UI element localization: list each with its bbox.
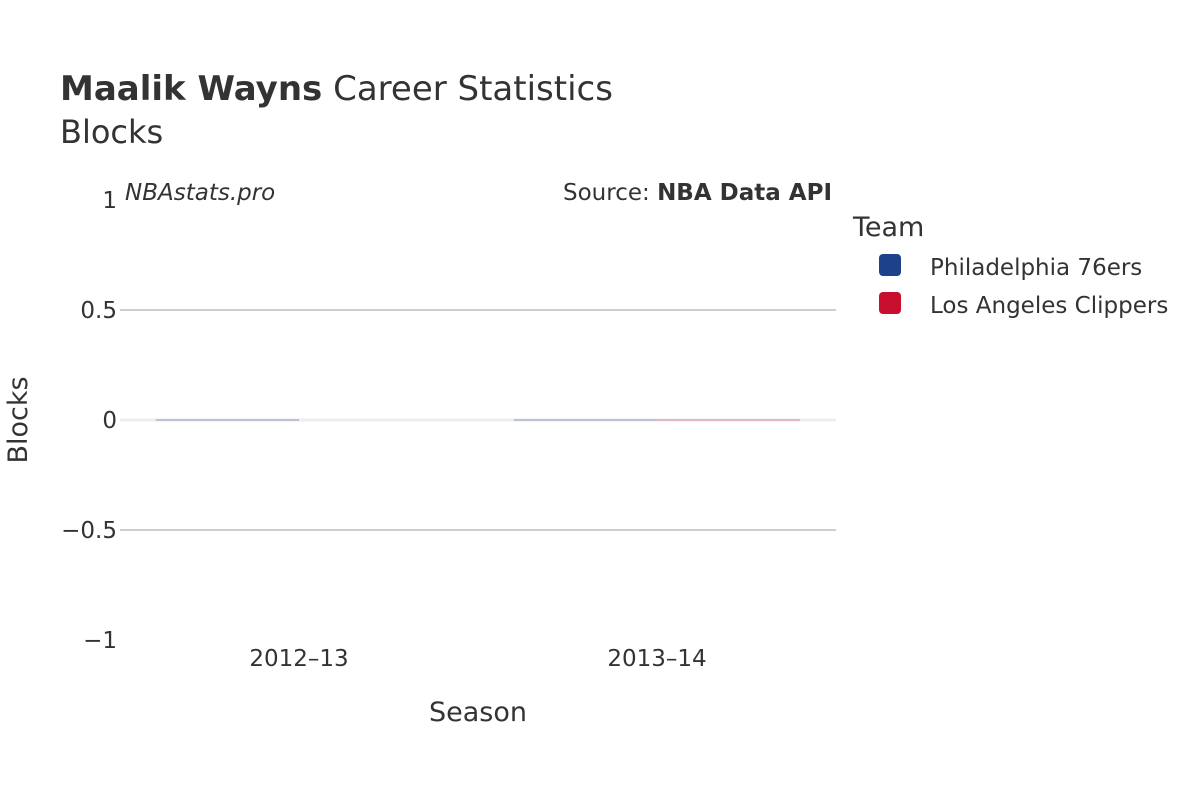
y-tick-labels: 1 0.5 0 −0.5 −1: [61, 188, 117, 654]
x-tick-labels: 2012–13 2013–14: [249, 646, 706, 672]
legend-swatch-philadelphia-76ers: [879, 254, 901, 276]
chart-subtitle: Blocks: [60, 113, 163, 151]
y-axis-title: Blocks: [3, 376, 34, 463]
y-tick-label: −0.5: [61, 518, 117, 544]
y-tick-label: −1: [83, 628, 117, 654]
legend-label-philadelphia-76ers: Philadelphia 76ers: [930, 255, 1142, 281]
source-credit: Source: NBA Data API: [563, 180, 832, 206]
x-tick-label: 2012–13: [249, 646, 348, 672]
x-axis-title: Season: [429, 697, 527, 728]
legend-item-philadelphia-76ers[interactable]: Philadelphia 76ers: [879, 254, 1142, 281]
chart-title-player: Maalik Wayns: [60, 69, 322, 109]
chart-title: Maalik Wayns Career Statistics: [60, 69, 613, 109]
watermark-text: NBAstats.pro: [125, 180, 275, 206]
bar-los-angeles-clippers[interactable]: [657, 419, 801, 421]
bars: [155, 419, 801, 421]
bar-philadelphia-76ers[interactable]: [513, 419, 657, 421]
bar-philadelphia-76ers[interactable]: [155, 419, 299, 421]
legend-title: Team: [852, 212, 924, 243]
legend-item-los-angeles-clippers[interactable]: Los Angeles Clippers: [879, 292, 1168, 319]
y-tick-label: 1: [102, 188, 117, 214]
legend-swatch-los-angeles-clippers: [879, 292, 901, 314]
x-tick-label: 2013–14: [607, 646, 706, 672]
source-prefix: Source:: [563, 180, 657, 206]
y-tick-label: 0: [102, 408, 117, 434]
chart-title-rest: Career Statistics: [322, 69, 613, 109]
y-tick-label: 0.5: [80, 298, 117, 324]
source-name: NBA Data API: [657, 180, 832, 206]
legend-label-los-angeles-clippers: Los Angeles Clippers: [930, 293, 1168, 319]
